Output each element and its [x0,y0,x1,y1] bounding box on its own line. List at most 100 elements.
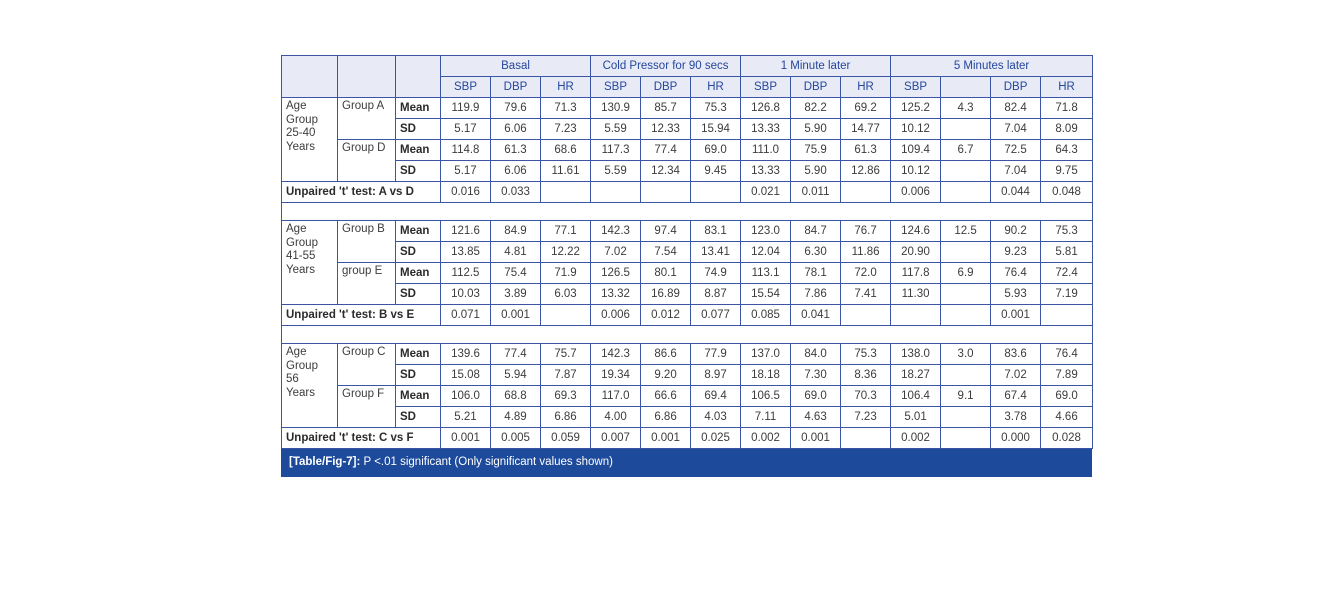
value-cell: 12.04 [740,241,792,263]
table-head: Basal Cold Pressor for 90 secs 1 Minute … [281,55,1094,98]
ttest-value-cell: 0.085 [740,304,792,326]
value-cell: 106.5 [740,385,792,407]
value-cell: 71.9 [539,262,592,284]
value-cell: 119.9 [440,97,491,119]
ttest-row: Unpaired 't' test: B vs E 0.071 0.001 0.006… [281,304,1094,326]
caption-tag: [Table/Fig-7]: [289,456,361,468]
value-cell: 125.2 [890,97,942,119]
value-cell: 61.3 [490,139,541,161]
value-cell: 6.06 [490,118,541,140]
column-header-dbp: DBP [790,76,842,98]
value-cell: 75.3 [690,97,742,119]
value-cell: 4.89 [490,406,541,428]
data-row-mean: Age Group 25-40 Years Group A Mean 119.9 79.… [281,97,1094,182]
header-stat-col-spacer [395,55,441,98]
stat-label-cell: SD [395,118,441,140]
value-cell: 83.1 [690,220,742,242]
value-cell: 69.0 [1040,385,1094,407]
stat-label-cell: SD [395,160,441,182]
ttest-value-cell: 0.077 [690,304,742,326]
ttest-value-cell: 0.005 [490,427,541,449]
value-cell: 13.32 [590,283,642,305]
ttest-value-cell: 0.059 [539,427,592,449]
value-cell: 7.41 [840,283,892,305]
value-cell: 9.20 [640,364,692,386]
data-table: Basal Cold Pressor for 90 secs 1 Minute … [280,55,1094,449]
group-name-cell: Group C [337,343,396,386]
column-group-1-minute-later: 1 Minute later [740,55,892,77]
value-cell: 117.0 [590,385,642,407]
value-cell: 7.30 [790,364,842,386]
ttest-value-cell: 0.021 [740,181,792,203]
value-cell: 124.6 [890,220,942,242]
value-cell: 130.9 [590,97,642,119]
header-age-col-spacer [281,55,338,98]
value-cell: 19.34 [590,364,642,386]
stat-label-cell: Mean [395,262,441,284]
ttest-value-cell: 0.001 [640,427,692,449]
age-group-cell: Age Group 56 Years [281,343,338,428]
value-cell: 72.0 [840,262,892,284]
column-header-dbp: DBP [990,76,1042,98]
header-sub-row: SBP DBP HR SBP DBP HR SBP DBP HR SBP DBP… [282,76,1094,98]
value-cell: 109.4 [890,139,942,161]
ttest-value-cell [539,181,592,203]
data-row-sd: SD 15.08 5.94 7.87 19.34 9.20 8.97 18.18 7.30 8.3… [282,364,1094,386]
ttest-value-cell: 0.007 [590,427,642,449]
ttest-value-cell [940,304,992,326]
header-group-col-spacer [337,55,396,98]
value-cell: 67.4 [990,385,1042,407]
value-cell: 6.03 [539,283,592,305]
stat-label-cell: SD [395,364,441,386]
value-cell: 77.4 [490,343,541,365]
value-cell: 10.03 [440,283,491,305]
column-header-dbp: DBP [640,76,692,98]
value-cell: 66.6 [640,385,692,407]
value-cell: 76.4 [990,262,1042,284]
value-cell: 5.59 [590,160,642,182]
value-cell: 12.86 [840,160,892,182]
value-cell: 3.0 [940,343,992,365]
ttest-value-cell: 0.001 [790,427,842,449]
value-cell [940,160,992,182]
ttest-value-cell [840,304,892,326]
value-cell: 84.7 [790,220,842,242]
value-cell: 90.2 [990,220,1042,242]
stat-label-cell: SD [395,283,441,305]
group-name-cell: group E [337,262,396,305]
data-row-sd: SD 5.17 6.06 11.61 5.59 12.34 9.45 13.33 5.90 12.… [282,160,1094,182]
data-row-sd: SD 5.17 6.06 7.23 5.59 12.33 15.94 13.33 5.90 14.… [282,118,1094,140]
value-cell: 106.4 [890,385,942,407]
group-name-cell: Group B [337,220,396,263]
table-caption: [Table/Fig-7]: P <.01 significant (Only … [281,449,1092,477]
ttest-value-cell: 0.011 [790,181,842,203]
value-cell: 7.04 [990,160,1042,182]
ttest-value-cell [890,304,942,326]
value-cell: 137.0 [740,343,792,365]
ttest-value-cell: 0.044 [990,181,1042,203]
value-cell: 5.93 [990,283,1042,305]
ttest-value-cell: 0.012 [640,304,692,326]
value-cell: 117.8 [890,262,942,284]
value-cell: 72.5 [990,139,1042,161]
stat-label-cell: Mean [395,97,441,119]
value-cell: 113.1 [740,262,792,284]
value-cell: 7.04 [990,118,1042,140]
table-fig-7: Basal Cold Pressor for 90 secs 1 Minute … [280,55,1094,477]
value-cell: 111.0 [740,139,792,161]
ttest-value-cell [940,181,992,203]
data-row-sd: SD 13.85 4.81 12.22 7.02 7.54 13.41 12.04 6.30 11… [282,241,1094,263]
value-cell: 7.11 [740,406,792,428]
value-cell: 7.02 [590,241,642,263]
value-cell: 4.3 [940,97,992,119]
column-header-hr: HR [840,76,892,98]
value-cell: 14.77 [840,118,892,140]
value-cell: 76.7 [840,220,892,242]
value-cell: 13.33 [740,118,792,140]
value-cell: 4.00 [590,406,642,428]
spacer-row [280,325,1094,344]
value-cell: 13.85 [440,241,491,263]
ttest-value-cell: 0.071 [440,304,491,326]
value-cell: 77.4 [640,139,692,161]
value-cell: 69.2 [840,97,892,119]
